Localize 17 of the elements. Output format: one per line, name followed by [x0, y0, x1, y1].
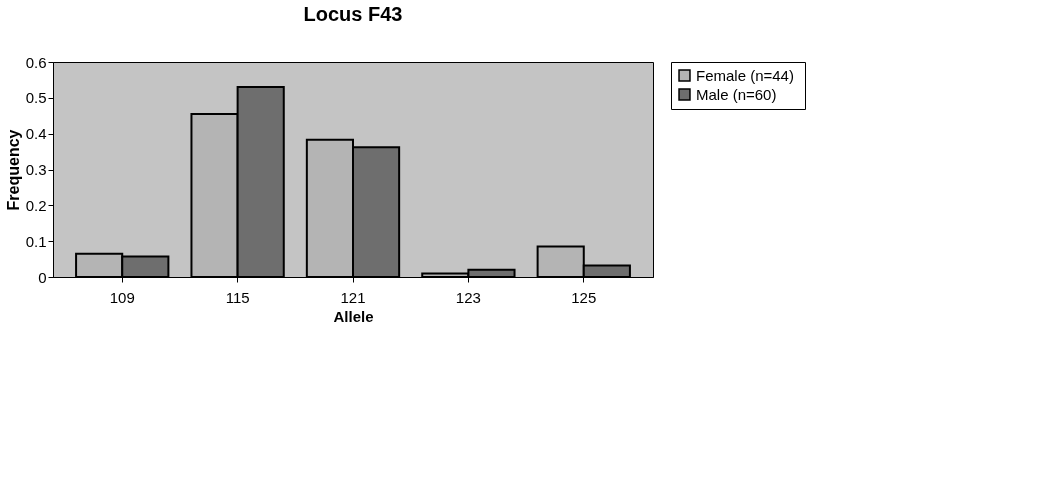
x-axis-title: Allele	[333, 307, 374, 325]
legend-label: Male (n=60)	[696, 85, 777, 103]
x-tick-label: 109	[109, 288, 135, 306]
chart-title: Locus F43	[303, 3, 403, 25]
y-tick-label: 0.1	[25, 232, 47, 250]
y-tick-label: 0.4	[25, 125, 47, 143]
y-axis-title: Frequency	[4, 129, 22, 211]
x-tick-label: 121	[340, 288, 366, 306]
x-tick-label: 125	[571, 288, 597, 306]
y-tick-label: 0	[38, 268, 47, 286]
y-tick-label: 0.3	[25, 161, 47, 178]
x-tick-label: 123	[455, 288, 481, 306]
y-tick-label: 0.2	[25, 196, 47, 214]
legend-label: Female (n=44)	[696, 66, 794, 84]
y-tick-label: 0.5	[25, 89, 47, 107]
x-tick-label: 115	[225, 288, 250, 306]
y-tick-label: 0.6	[25, 53, 47, 71]
